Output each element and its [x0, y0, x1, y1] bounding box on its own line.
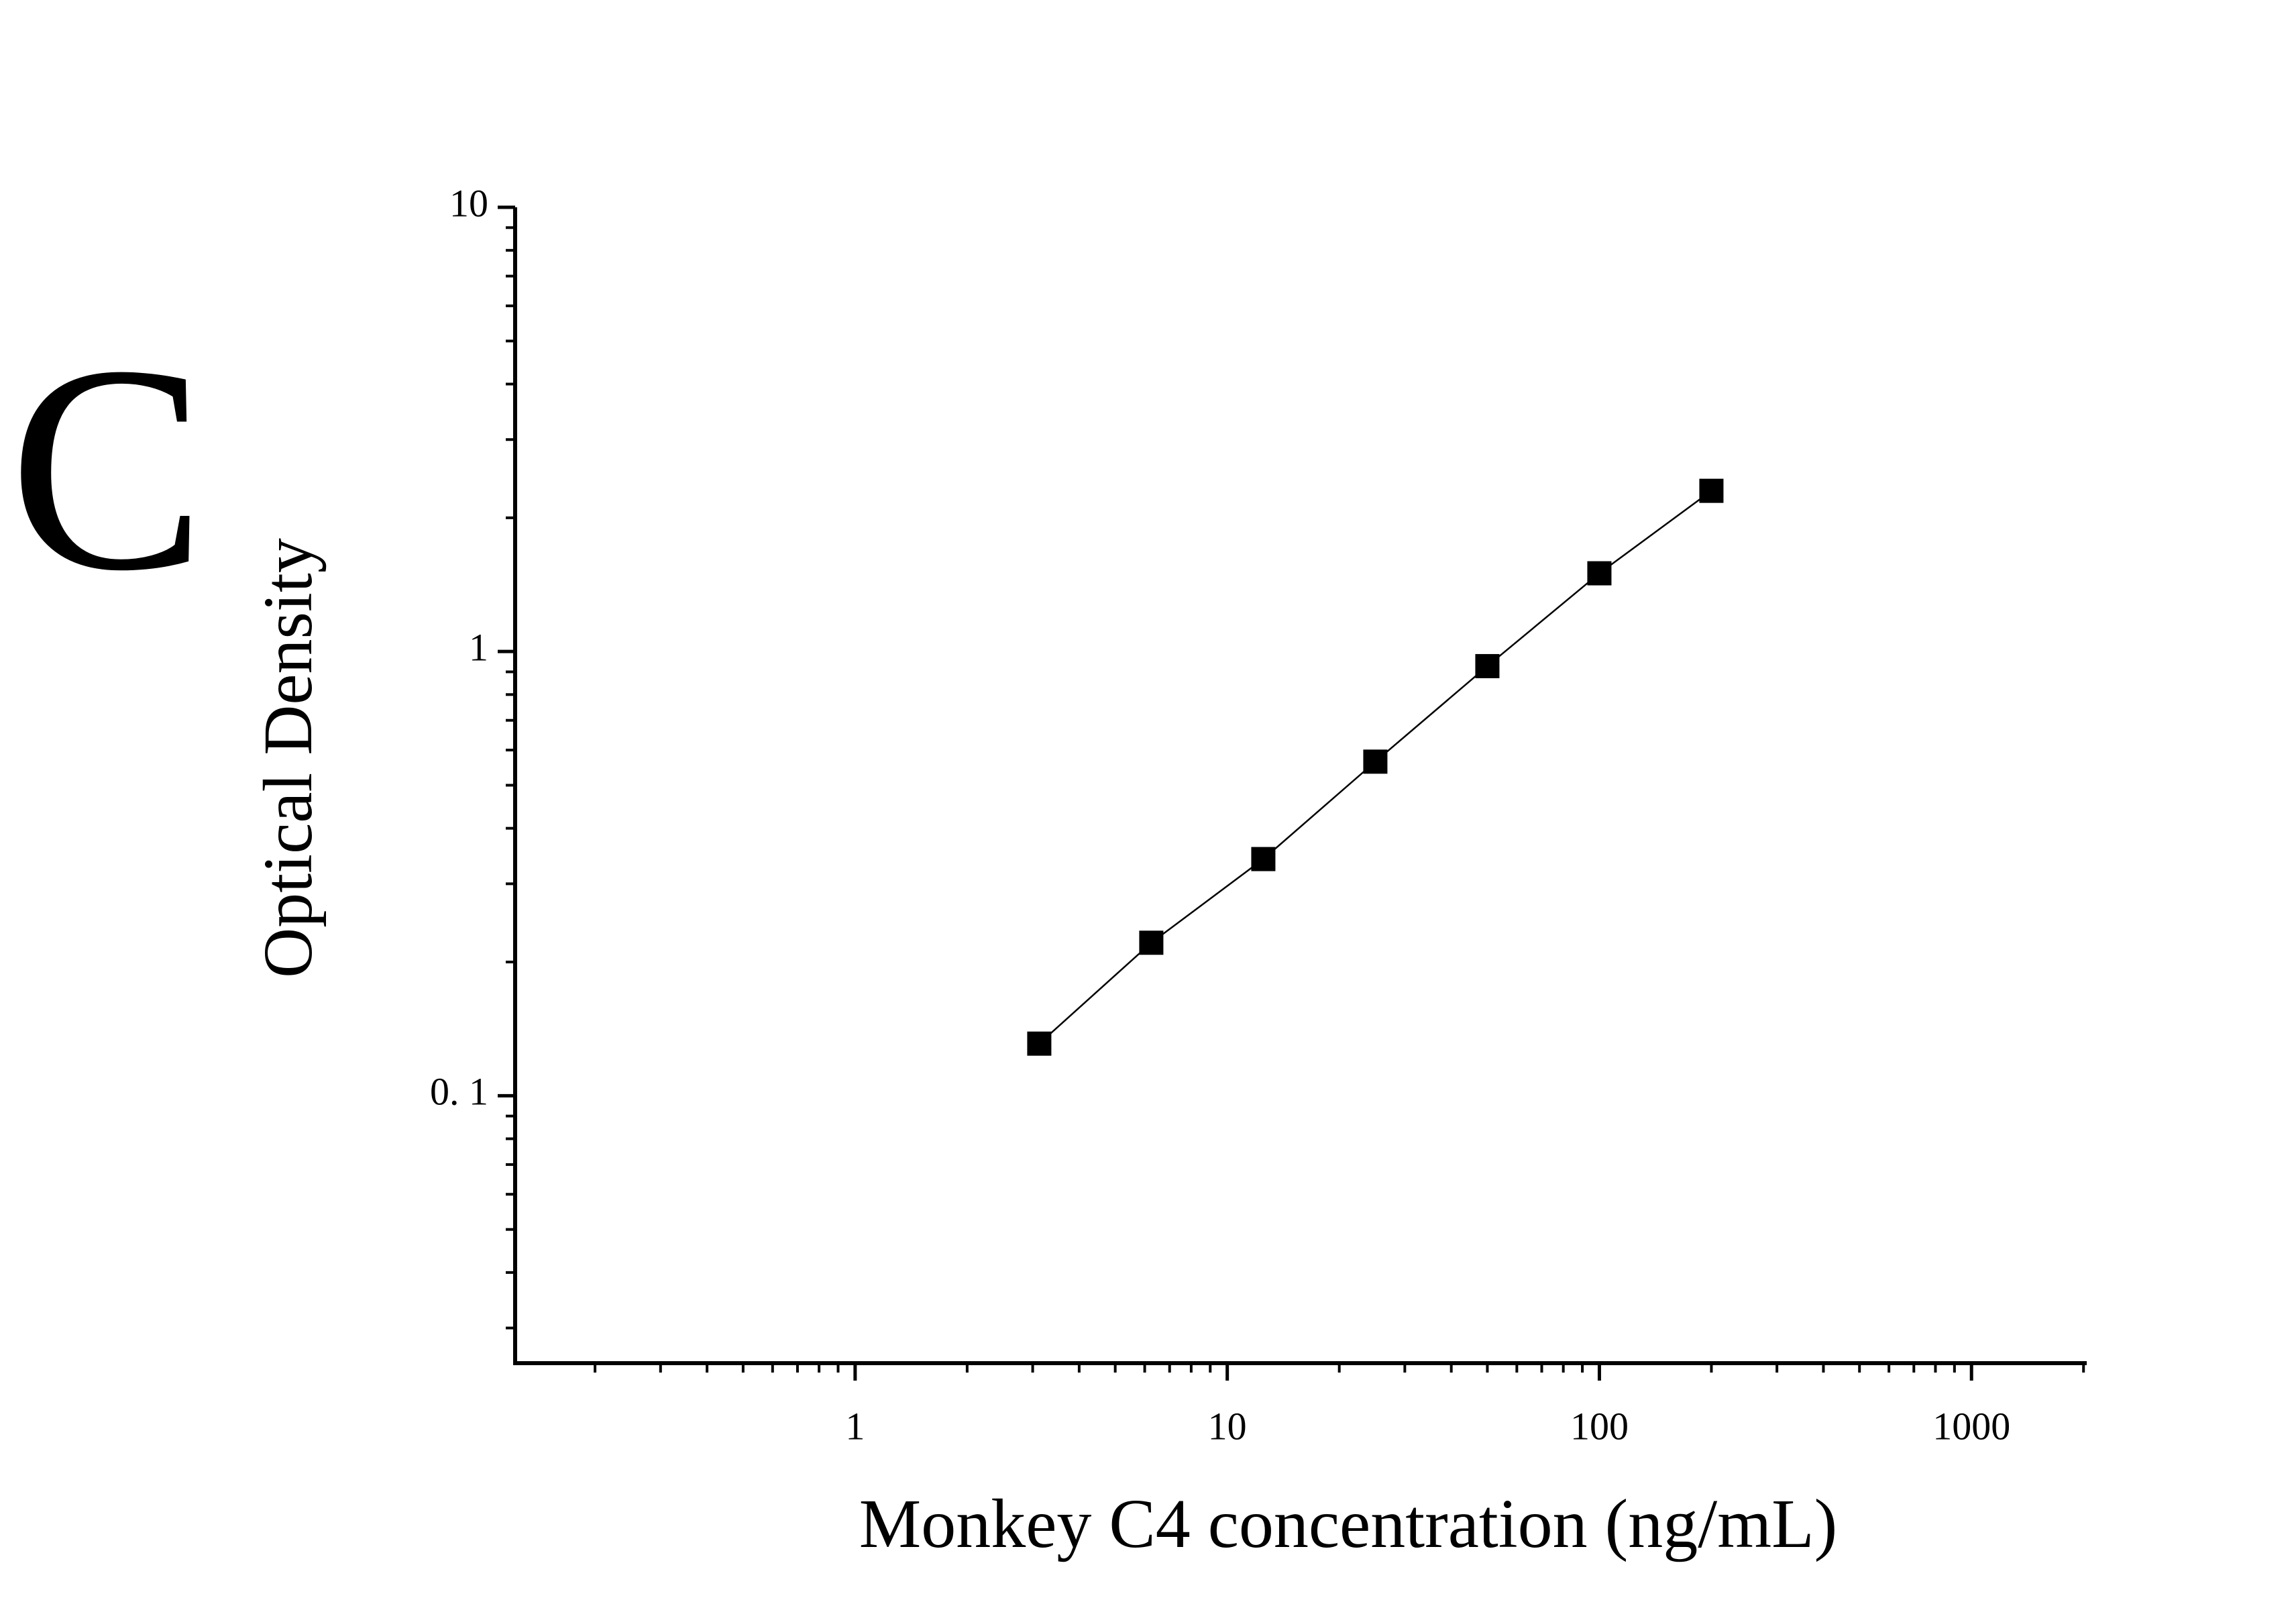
data-point: [1027, 1031, 1052, 1056]
x-axis-title: Monkey C4 concentration (ng/mL): [859, 1485, 1838, 1562]
data-point: [1587, 561, 1612, 586]
y-axis-title: Optical Density: [250, 538, 327, 978]
data-point: [1363, 749, 1388, 774]
x-tick-label: 1: [845, 1404, 865, 1448]
data-point: [1251, 847, 1276, 871]
data-point: [1699, 478, 1724, 503]
y-tick-label: 1: [469, 625, 488, 669]
x-tick-label: 100: [1570, 1404, 1629, 1448]
data-point: [1139, 930, 1164, 955]
y-tick-label: 0. 1: [430, 1070, 488, 1114]
y-tick-label: 10: [449, 181, 488, 225]
x-tick-label: 10: [1208, 1404, 1247, 1448]
x-tick-label: 1000: [1932, 1404, 2010, 1448]
data-point: [1475, 653, 1500, 678]
panel-label: C: [9, 305, 205, 632]
